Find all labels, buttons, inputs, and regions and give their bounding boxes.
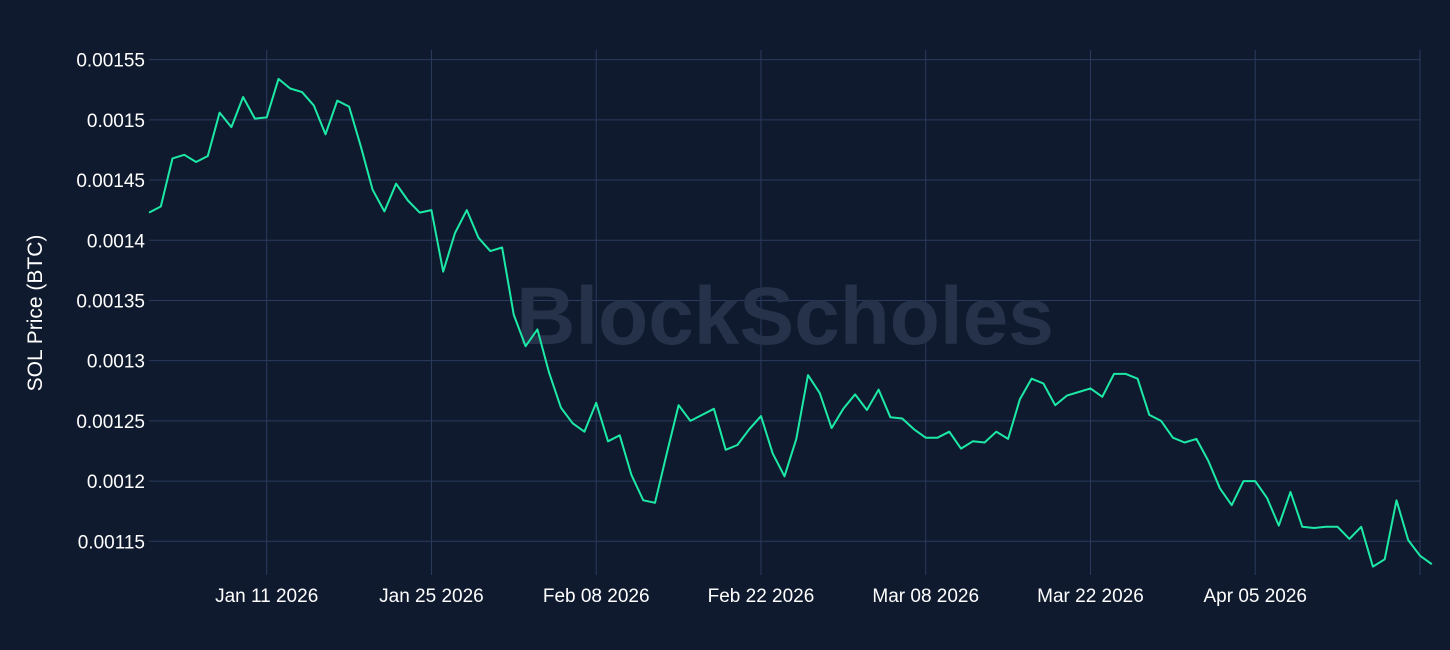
- y-axis-tick-labels: 0.00115 0.0012 0.00125 0.0013 0.00135 0.0014 0…: [76, 51, 145, 554]
- series-line-sol-btc: [148, 77, 1433, 568]
- y-tick-label: 0.00155: [76, 51, 145, 72]
- series-layer: [148, 77, 1433, 568]
- y-tick-label: 0.0013: [87, 352, 145, 373]
- y-tick-label: 0.0012: [87, 472, 145, 493]
- x-tick-label: Jan 25 2026: [379, 586, 484, 607]
- y-tick-label: 0.0014: [87, 231, 146, 252]
- y-tick-label: 0.00145: [76, 171, 145, 192]
- grid: [149, 50, 1421, 575]
- x-tick-label: Feb 22 2026: [708, 586, 815, 607]
- x-tick-label: Feb 08 2026: [543, 586, 650, 607]
- x-tick-label: Mar 08 2026: [872, 586, 979, 607]
- y-axis-title: SOL Price (BTC): [24, 235, 47, 392]
- x-tick-label: Apr 05 2026: [1203, 586, 1307, 607]
- x-axis-tick-labels: Jan 11 2026 Jan 25 2026 Feb 08 2026 Feb 22 …: [215, 586, 1307, 607]
- y-tick-label: 0.00135: [76, 291, 145, 312]
- blockscholes-watermark: BlockScholes: [516, 271, 1054, 362]
- x-tick-label: Mar 22 2026: [1037, 586, 1144, 607]
- y-tick-label: 0.0015: [87, 111, 145, 132]
- x-tick-label: Jan 11 2026: [215, 586, 318, 607]
- y-tick-label: 0.00115: [78, 532, 145, 553]
- y-tick-label: 0.00125: [76, 412, 145, 433]
